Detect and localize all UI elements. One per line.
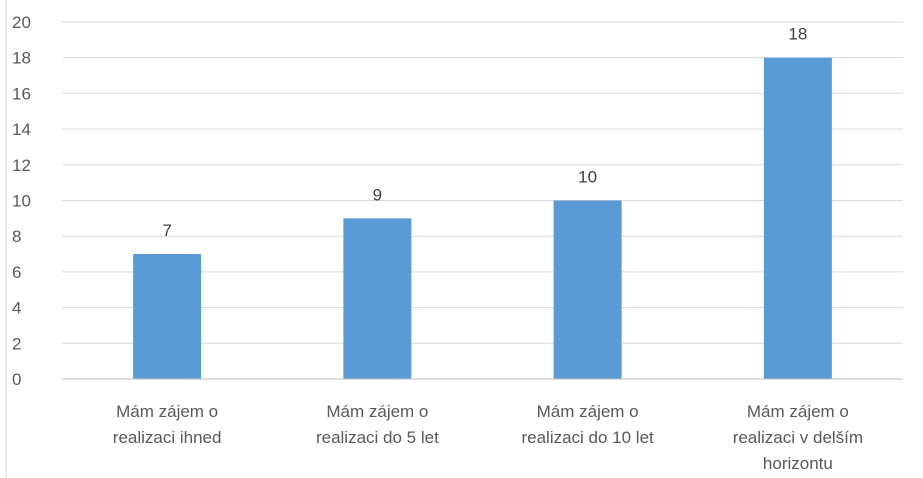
category-label-line: Mám zájem o — [326, 402, 428, 421]
y-tick-label: 0 — [12, 370, 21, 389]
data-label: 10 — [578, 168, 597, 187]
category-label-line: realizaci do 10 let — [521, 428, 654, 447]
y-tick-label: 12 — [12, 156, 31, 175]
y-tick-label: 16 — [12, 84, 31, 103]
category-label: Mám zájem o realizaci ihned — [113, 402, 222, 447]
y-tick-label: 20 — [12, 13, 31, 32]
category-label: Mám zájem o realizaci do 10 let — [521, 402, 654, 447]
category-label: Mám zájem o realizaci v delším horizontu — [733, 402, 863, 473]
bar — [343, 218, 412, 379]
data-label: 18 — [788, 25, 807, 44]
bars — [133, 57, 832, 379]
bar — [763, 57, 832, 379]
bar — [553, 200, 622, 379]
gridlines — [62, 21, 903, 344]
y-axis-ticks: 0 2 4 6 8 10 12 14 16 18 20 — [12, 13, 31, 389]
category-label-line: Mám zájem o — [537, 402, 639, 421]
data-label: 9 — [373, 185, 382, 204]
y-tick-label: 6 — [12, 263, 21, 282]
data-label: 7 — [162, 221, 171, 240]
category-label: Mám zájem o realizaci do 5 let — [316, 402, 439, 447]
category-label-line: realizaci do 5 let — [316, 428, 439, 447]
y-tick-label: 8 — [12, 227, 21, 246]
y-tick-label: 14 — [12, 120, 31, 139]
y-tick-label: 10 — [12, 192, 31, 211]
category-label-line: horizontu — [763, 454, 833, 473]
category-label-line: realizaci v delším — [733, 428, 863, 447]
category-label-line: realizaci ihned — [113, 428, 222, 447]
y-tick-label: 2 — [12, 334, 21, 353]
y-tick-label: 4 — [12, 299, 21, 318]
y-tick-label: 18 — [12, 49, 31, 68]
data-labels: 7 9 10 18 — [162, 25, 807, 240]
category-label-line: Mám zájem o — [747, 402, 849, 421]
x-axis-categories: Mám zájem o realizaci ihned Mám zájem o rea… — [113, 402, 863, 473]
bar — [133, 254, 202, 379]
category-label-line: Mám zájem o — [116, 402, 218, 421]
